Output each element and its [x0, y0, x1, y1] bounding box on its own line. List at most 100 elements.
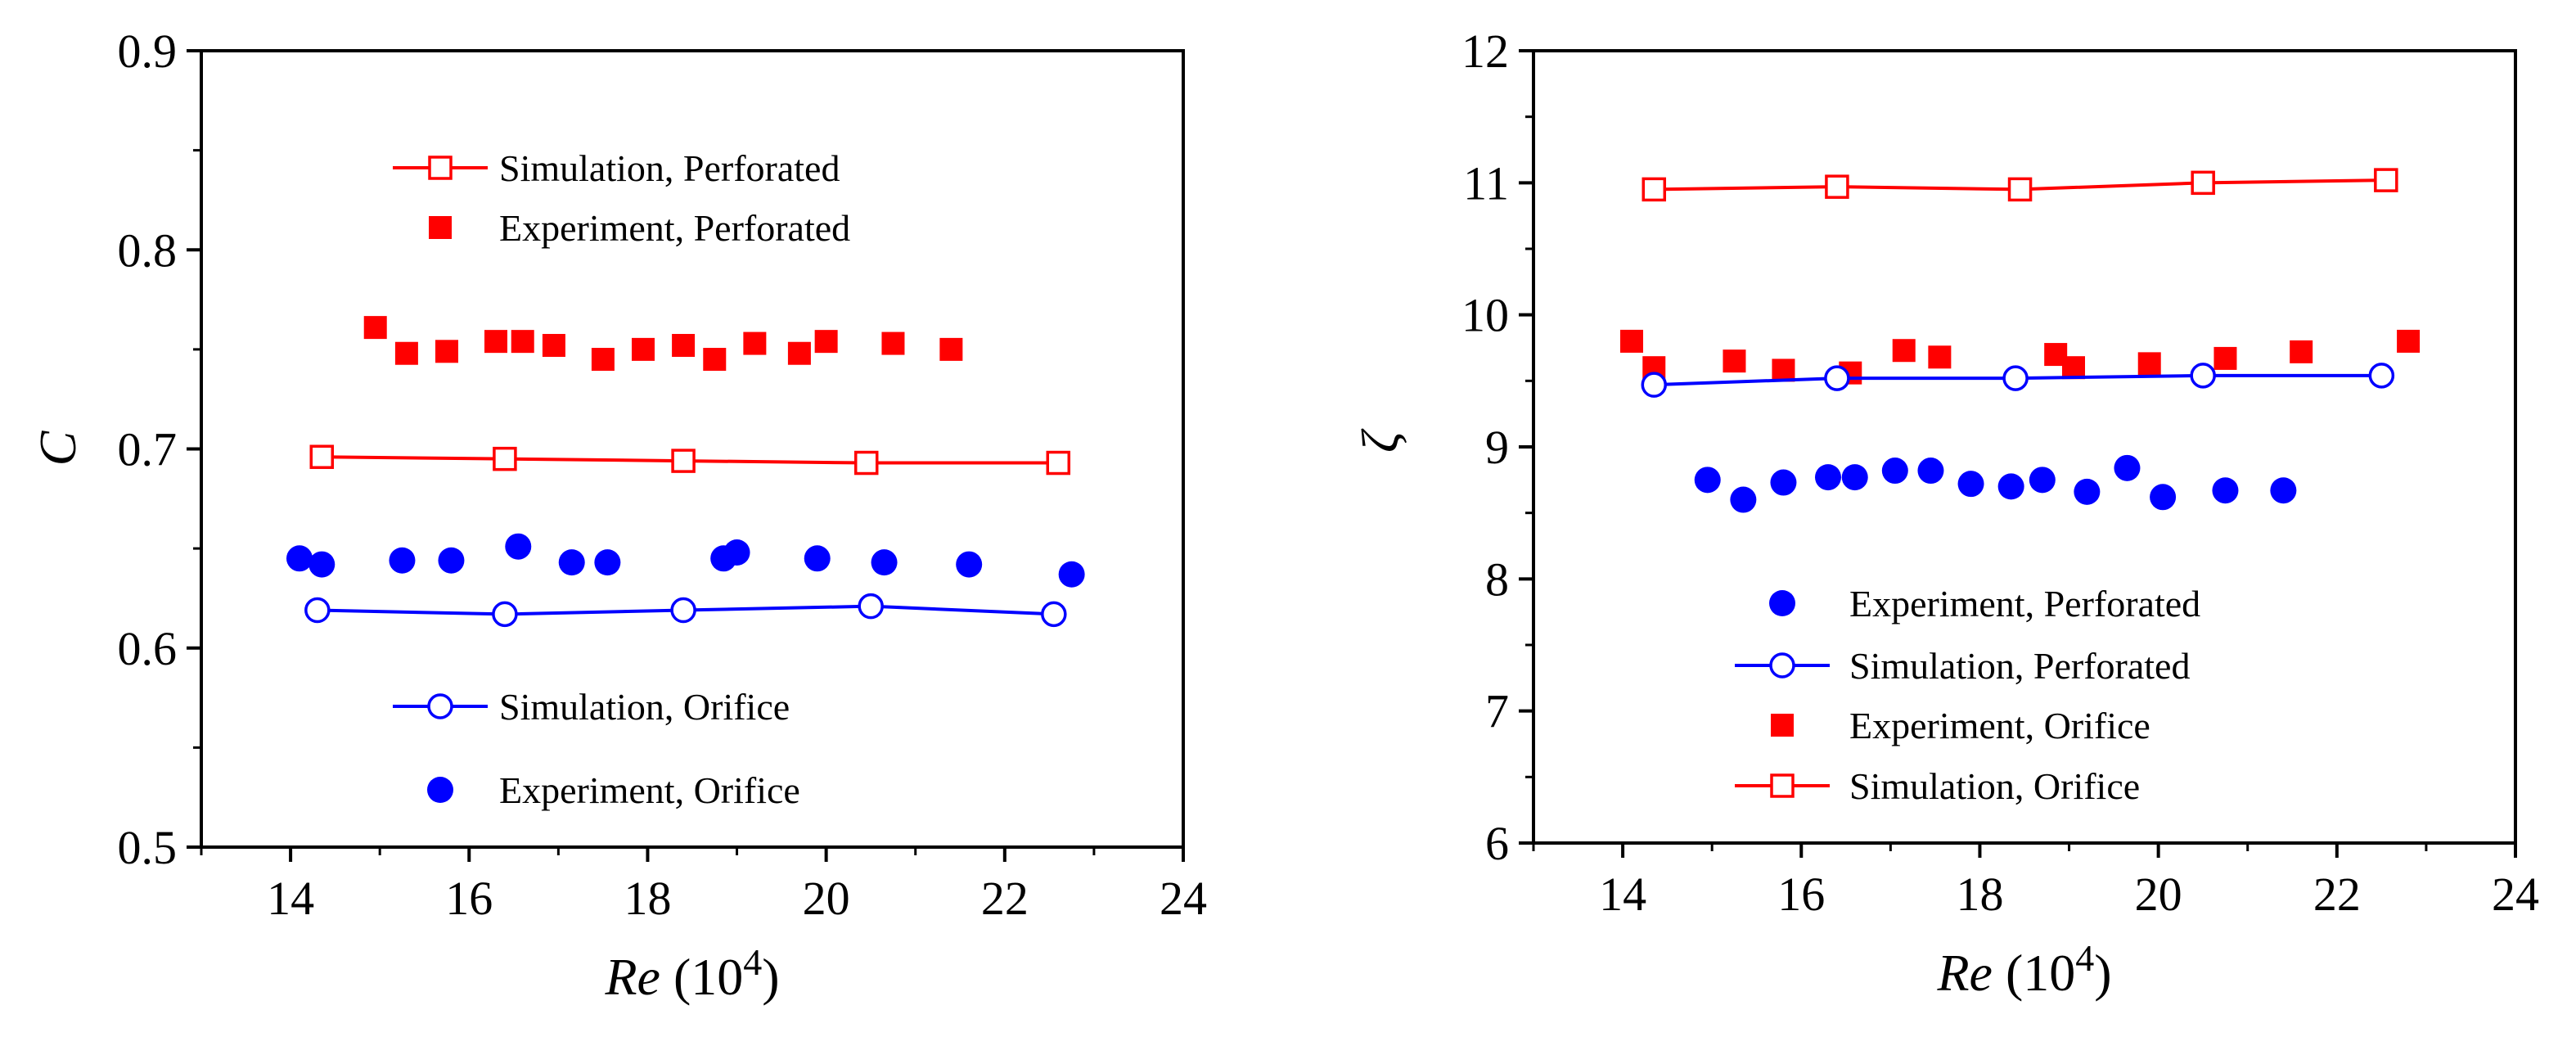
data-point: [804, 545, 831, 572]
data-point: [2002, 365, 2029, 391]
data-point: [558, 549, 585, 576]
data-point: [871, 549, 898, 576]
data-point: [591, 348, 615, 372]
legend-marker: [1771, 714, 1794, 737]
data-point: [956, 551, 983, 578]
legend-marker: [1769, 590, 1795, 616]
legend-marker: [428, 156, 453, 180]
x-tick-label: 16: [445, 872, 493, 925]
x-tick-label: 18: [1956, 868, 2003, 921]
x-axis-label: Re (104): [604, 941, 779, 1006]
legend-label: Simulation, Perforated: [1849, 645, 2190, 687]
y-tick-label: 0.9: [118, 25, 178, 78]
data-point: [2397, 329, 2421, 353]
legend-label: Simulation, Perforated: [499, 147, 840, 189]
legend-marker: [1769, 652, 1795, 679]
legend-marker: [427, 777, 453, 803]
data-point: [1841, 464, 1868, 491]
data-point: [2290, 340, 2313, 363]
series-simulation-perforated: [1641, 363, 2395, 398]
y-tick-label: 0.8: [118, 223, 178, 277]
y-tick-label: 12: [1461, 25, 1509, 78]
y-tick-label: 11: [1463, 156, 1509, 210]
data-point: [2062, 356, 2085, 380]
legend-label: Simulation, Orifice: [499, 686, 790, 728]
x-tick-label: 20: [2135, 868, 2182, 921]
legend-label: Experiment, Orifice: [1849, 705, 2150, 746]
data-point: [671, 449, 696, 473]
legend-label: Experiment, Perforated: [1849, 583, 2200, 624]
data-point: [2212, 477, 2239, 504]
data-point: [438, 547, 465, 574]
data-point: [1046, 450, 1071, 476]
data-point: [670, 597, 696, 624]
x-tick-label: 18: [624, 872, 671, 925]
x-tick-label: 24: [1160, 872, 1207, 925]
data-point: [1730, 486, 1757, 513]
data-point: [2114, 454, 2141, 481]
y-tick-label: 9: [1485, 421, 1509, 474]
data-point: [1917, 458, 1944, 485]
data-point: [2029, 467, 2056, 494]
data-point: [435, 340, 458, 363]
data-point: [939, 337, 963, 361]
data-point: [1997, 473, 2024, 500]
y-tick-label: 0.7: [118, 423, 178, 476]
series-experiment-perforated: [1694, 454, 2297, 513]
legend-entry: Experiment, Orifice: [1771, 705, 2150, 746]
data-point: [858, 593, 884, 620]
x-axis-label: Re (104): [1936, 937, 2111, 1002]
data-point: [2190, 363, 2216, 389]
legend-entry: Simulation, Orifice: [1735, 765, 2140, 807]
data-point: [1815, 464, 1841, 491]
data-point: [743, 331, 767, 355]
data-point: [1694, 467, 1721, 494]
y-tick-label: 8: [1485, 552, 1509, 606]
data-point: [493, 446, 517, 471]
legend-entry: Experiment, Perforated: [429, 207, 850, 249]
data-point: [308, 551, 336, 578]
data-point: [1058, 561, 1085, 588]
data-point: [484, 330, 507, 354]
legend-marker: [1770, 773, 1795, 798]
data-point: [1957, 471, 1984, 498]
legend-entry: Simulation, Perforated: [1735, 645, 2190, 687]
x-tick-label: 14: [1599, 868, 1646, 921]
data-point: [2150, 484, 2177, 511]
data-point: [787, 341, 811, 365]
data-point: [853, 450, 879, 476]
data-point: [542, 334, 565, 358]
y-axis-label: C: [29, 430, 87, 466]
data-point: [2374, 168, 2398, 192]
data-point: [1041, 601, 1067, 628]
legend-marker: [429, 216, 452, 239]
data-point: [492, 601, 518, 628]
data-point: [814, 330, 838, 354]
right-chart-panel: 14 16 18 20 22 24 6 7 8 9 10 11 12 ζ Re (104) Experimen…: [1351, 25, 2539, 1002]
data-point: [286, 545, 313, 572]
data-point: [505, 533, 532, 560]
series-experiment-perforated: [363, 316, 963, 372]
data-point: [2270, 477, 2297, 504]
data-point: [672, 334, 696, 358]
y-tick-label: 0.6: [118, 622, 178, 675]
legend-label: Experiment, Orifice: [499, 769, 800, 811]
legend-marker: [427, 693, 453, 719]
x-tick-label: 24: [2492, 868, 2539, 921]
data-point: [2213, 346, 2237, 370]
x-tick-label: 14: [267, 872, 314, 925]
series-simulation-perforated: [309, 444, 1071, 476]
legend-label: Simulation, Orifice: [1849, 765, 2140, 807]
data-point: [394, 341, 418, 365]
data-point: [1642, 177, 1667, 202]
left-chart-panel: 14 16 18 20 22 24 0.5 0.6 0.7 0.8 0.9 C Re (104) Simu…: [29, 25, 1207, 1006]
data-point: [2368, 363, 2395, 389]
data-point: [1641, 372, 1668, 398]
series-experiment-orifice: [286, 533, 1085, 588]
data-point: [1620, 329, 1643, 353]
data-point: [1881, 458, 1908, 485]
x-tick-label: 20: [803, 872, 850, 925]
legend-entry: Simulation, Perforated: [393, 147, 840, 189]
data-point: [309, 444, 335, 469]
